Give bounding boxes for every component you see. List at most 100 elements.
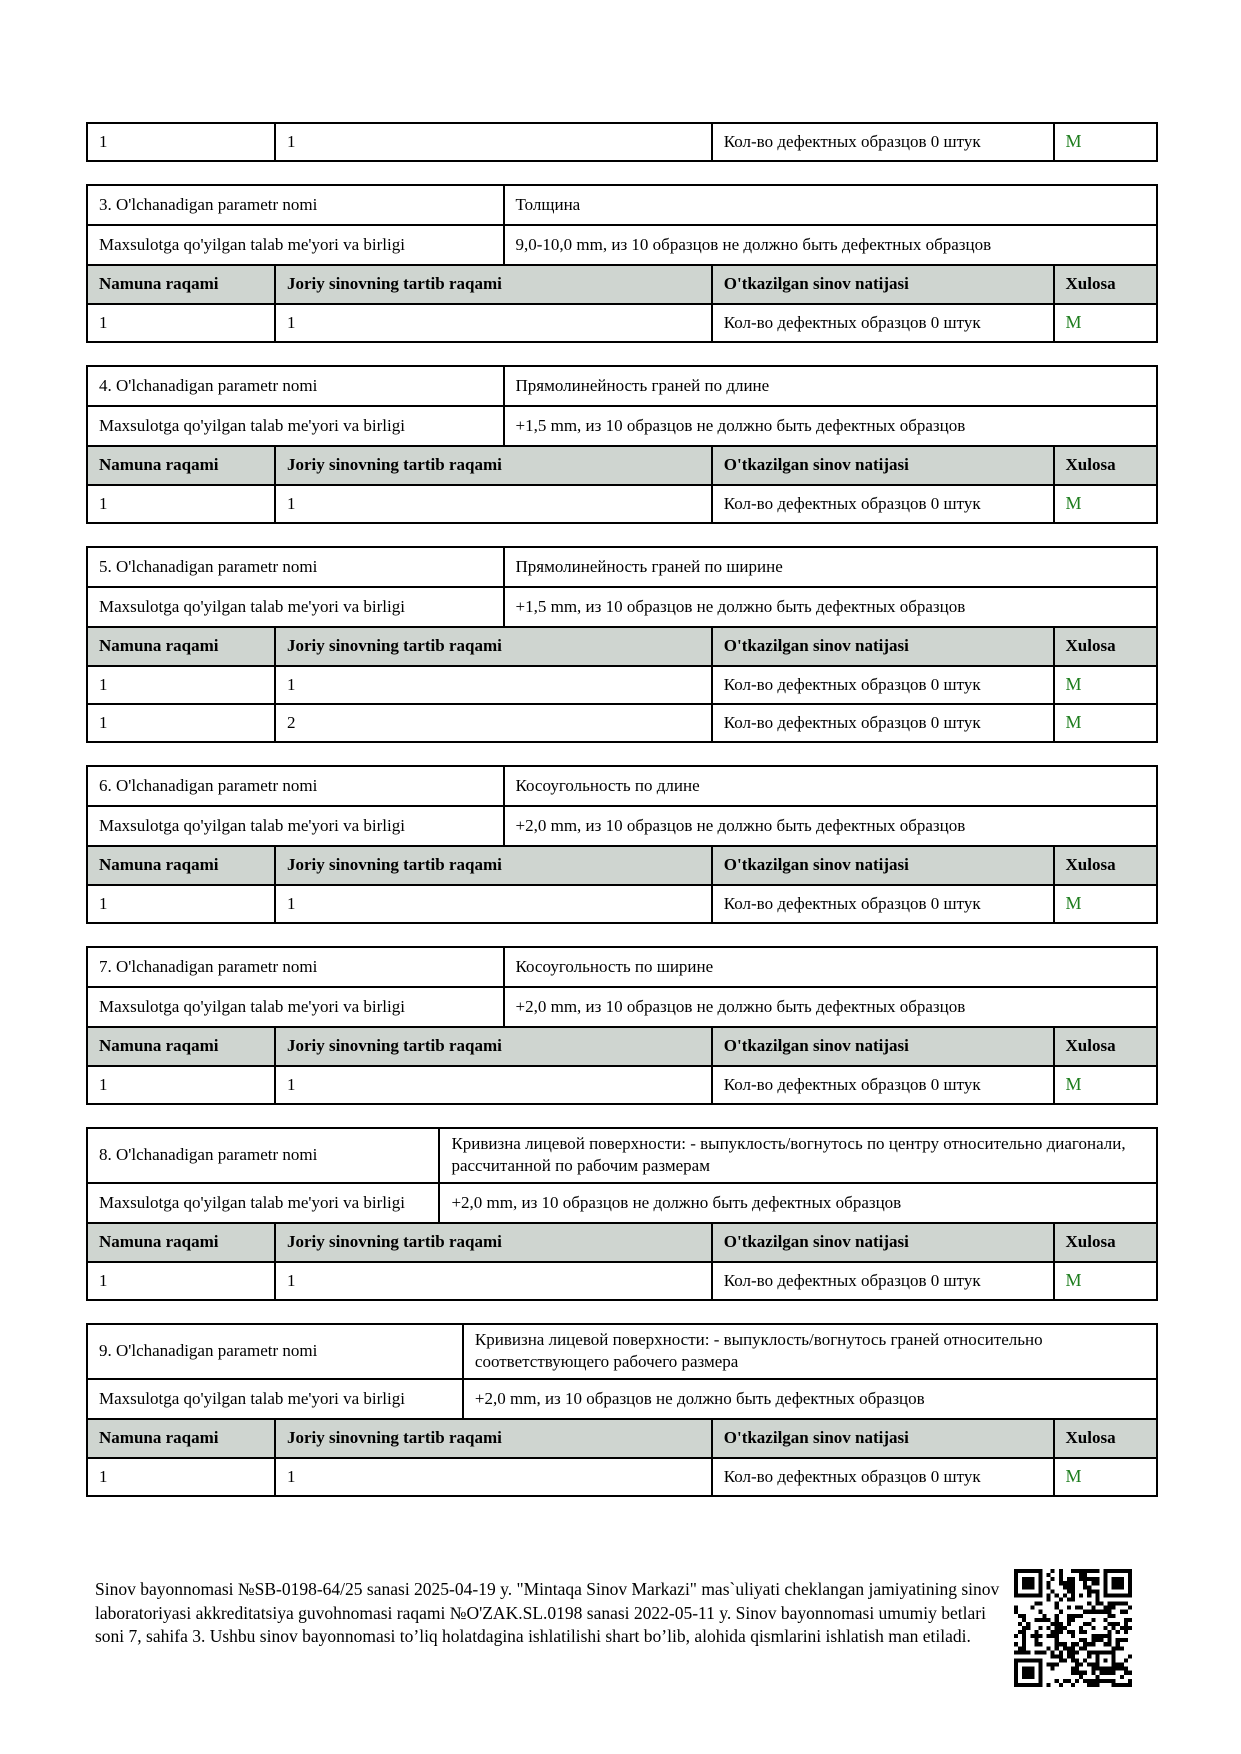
- test-order-cell: 1: [276, 124, 713, 160]
- requirement-row: Maxsulotga qo'yilgan talab me'yori va bi…: [88, 586, 1156, 626]
- conclusion-cell: M: [1065, 674, 1082, 695]
- conclusion-cell: M: [1065, 131, 1082, 152]
- param-name-value: Косоугольность по длине: [515, 775, 700, 795]
- requirement-label: Maxsulotga qo'yilgan talab me'yori va bi…: [88, 588, 505, 626]
- param-name-value: Кривизна лицевой поверхности: - выпуклос…: [451, 1134, 1126, 1176]
- test-result-cell: Кол-во дефектных образцов 0 штук: [713, 305, 1055, 341]
- header-test-result: O'tkazilgan sinov natijasi: [712, 628, 1055, 665]
- requirement-label: Maxsulotga qo'yilgan talab me'yori va bi…: [88, 988, 505, 1026]
- header-conclusion: Xulosa: [1054, 628, 1156, 665]
- requirement-label: Maxsulotga qo'yilgan talab me'yori va bi…: [88, 407, 505, 445]
- sample-number-cell: 1: [88, 886, 276, 922]
- header-test-result: O'tkazilgan sinov natijasi: [712, 1419, 1055, 1457]
- header-conclusion: Xulosa: [1054, 847, 1156, 884]
- conclusion-cell: M: [1065, 1270, 1082, 1290]
- table-row: 1 1 Кол-во дефектных образцов 0 штук M: [88, 1456, 1156, 1495]
- param-name-label: 4. O'lchanadigan parametr nomi: [88, 367, 505, 405]
- header-sample-number: Namuna raqami: [88, 266, 276, 303]
- test-result-cell: Кол-во дефектных образцов 0 штук: [713, 886, 1055, 922]
- param-name-row: 4. O'lchanadigan parametr nomi Прямолине…: [88, 367, 1156, 405]
- table-row: 1 1 Кол-во дефектных образцов 0 штук M: [88, 1260, 1156, 1299]
- header-test-order: Joriy sinovning tartib raqami: [275, 266, 713, 303]
- test-order-cell: 1: [276, 667, 713, 703]
- test-order-cell: 1: [276, 1067, 713, 1103]
- requirement-value: +2,0 mm, из 10 образцов не должно быть д…: [515, 815, 966, 835]
- param-name-row: 9. O'lchanadigan parametr nomi Кривизна …: [88, 1324, 1156, 1378]
- sample-number-cell: 1: [88, 1067, 276, 1103]
- table-row: 1 1 Кол-во дефектных образцов 0 штук M: [88, 303, 1156, 341]
- header-conclusion: Xulosa: [1054, 1419, 1156, 1457]
- requirement-value: +1,5 mm, из 10 образцов не должно быть д…: [515, 596, 966, 616]
- requirement-value: +2,0 mm, из 10 образцов не должно быть д…: [451, 1192, 902, 1212]
- header-sample-number: Namuna raqami: [88, 628, 276, 665]
- header-test-order: Joriy sinovning tartib raqami: [275, 628, 713, 665]
- param-name-row: 5. O'lchanadigan parametr nomi Прямолине…: [88, 548, 1156, 586]
- param-name-row: 7. O'lchanadigan parametr nomi Косоуголь…: [88, 948, 1156, 986]
- requirement-value: 9,0-10,0 mm, из 10 образцов не должно бы…: [515, 234, 992, 254]
- requirement-value: +2,0 mm, из 10 образцов не должно быть д…: [474, 1388, 925, 1408]
- param-name-value: Прямолинейность граней по длине: [515, 375, 770, 395]
- parameter-table-4: 4. O'lchanadigan parametr nomi Прямолине…: [86, 365, 1158, 524]
- header-test-order: Joriy sinovning tartib raqami: [275, 447, 713, 484]
- test-order-cell: 2: [276, 705, 713, 741]
- qr-code: [1014, 1569, 1132, 1687]
- header-sample-number: Namuna raqami: [88, 1028, 276, 1065]
- sample-number-cell: 1: [88, 1262, 276, 1299]
- conclusion-cell: M: [1065, 712, 1082, 733]
- header-conclusion: Xulosa: [1054, 1028, 1156, 1065]
- test-result-cell: Кол-во дефектных образцов 0 штук: [713, 486, 1055, 522]
- requirement-row: Maxsulotga qo'yilgan talab me'yori va bi…: [88, 224, 1156, 264]
- header-conclusion: Xulosa: [1054, 266, 1156, 303]
- param-name-value: Кривизна лицевой поверхности: - выпуклос…: [474, 1329, 1043, 1372]
- document-body: 1 1 Кол-во дефектных образцов 0 штук M 3…: [86, 122, 1158, 1519]
- table-row: 1 1 Кол-во дефектных образцов 0 штук M: [88, 1065, 1156, 1103]
- header-test-order: Joriy sinovning tartib raqami: [275, 1223, 713, 1261]
- param-name-label: 3. O'lchanadigan parametr nomi: [88, 186, 505, 224]
- requirement-label: Maxsulotga qo'yilgan talab me'yori va bi…: [88, 1379, 464, 1418]
- requirement-row: Maxsulotga qo'yilgan talab me'yori va bi…: [88, 1181, 1156, 1222]
- table-header-row: Namuna raqami Joriy sinovning tartib raq…: [88, 626, 1156, 665]
- requirement-row: Maxsulotga qo'yilgan talab me'yori va bi…: [88, 805, 1156, 845]
- header-test-result: O'tkazilgan sinov natijasi: [712, 847, 1055, 884]
- sample-number-cell: 1: [88, 705, 276, 741]
- param-name-value: Прямолинейность граней по ширине: [515, 556, 783, 576]
- table-header-row: Namuna raqami Joriy sinovning tartib raq…: [88, 1221, 1156, 1261]
- table-row: 1 2 Кол-во дефектных образцов 0 штук M: [88, 703, 1156, 741]
- sample-number-cell: 1: [88, 1458, 276, 1495]
- parameter-table-6: 6. O'lchanadigan parametr nomi Косоуголь…: [86, 765, 1158, 924]
- test-result-cell: Кол-во дефектных образцов 0 штук: [713, 1458, 1055, 1495]
- param-name-label: 5. O'lchanadigan parametr nomi: [88, 548, 505, 586]
- test-result-cell: Кол-во дефектных образцов 0 штук: [713, 1067, 1055, 1103]
- header-conclusion: Xulosa: [1054, 447, 1156, 484]
- test-order-cell: 1: [276, 1458, 713, 1495]
- header-conclusion: Xulosa: [1054, 1223, 1156, 1261]
- test-result-cell: Кол-во дефектных образцов 0 штук: [713, 124, 1055, 160]
- param-name-label: 6. O'lchanadigan parametr nomi: [88, 767, 505, 805]
- sample-number-cell: 1: [88, 305, 276, 341]
- header-sample-number: Namuna raqami: [88, 1419, 276, 1457]
- header-test-result: O'tkazilgan sinov natijasi: [712, 447, 1055, 484]
- param-name-value: Толщина: [515, 194, 581, 214]
- table-header-row: Namuna raqami Joriy sinovning tartib raq…: [88, 264, 1156, 303]
- header-test-order: Joriy sinovning tartib raqami: [275, 847, 713, 884]
- test-order-cell: 1: [276, 486, 713, 522]
- test-result-cell: Кол-во дефектных образцов 0 штук: [713, 705, 1055, 741]
- test-order-cell: 1: [276, 1262, 713, 1299]
- requirement-row: Maxsulotga qo'yilgan talab me'yori va bi…: [88, 1377, 1156, 1418]
- header-sample-number: Namuna raqami: [88, 847, 276, 884]
- conclusion-cell: M: [1065, 312, 1082, 333]
- requirement-label: Maxsulotga qo'yilgan talab me'yori va bi…: [88, 226, 505, 264]
- parameter-table-3: 3. O'lchanadigan parametr nomi Толщина M…: [86, 184, 1158, 343]
- header-sample-number: Namuna raqami: [88, 1223, 276, 1261]
- requirement-value: +1,5 mm, из 10 образцов не должно быть д…: [515, 415, 966, 435]
- param-name-row: 3. O'lchanadigan parametr nomi Толщина: [88, 186, 1156, 224]
- requirement-row: Maxsulotga qo'yilgan talab me'yori va bi…: [88, 405, 1156, 445]
- sample-number-cell: 1: [88, 486, 276, 522]
- param-name-label: 9. O'lchanadigan parametr nomi: [88, 1324, 464, 1378]
- test-order-cell: 1: [276, 305, 713, 341]
- parameter-table-9: 9. O'lchanadigan parametr nomi Кривизна …: [86, 1322, 1158, 1497]
- conclusion-cell: M: [1065, 1465, 1082, 1486]
- header-test-order: Joriy sinovning tartib raqami: [275, 1028, 713, 1065]
- table-header-row: Namuna raqami Joriy sinovning tartib raq…: [88, 1026, 1156, 1065]
- sample-number-cell: 1: [88, 124, 276, 160]
